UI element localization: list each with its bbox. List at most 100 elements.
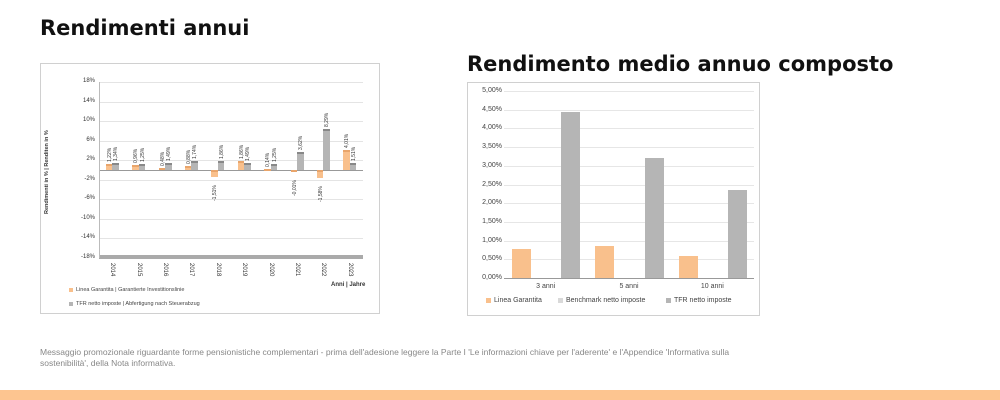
compound-return-chart: 5,00% 4,50% 4,00% 3,50% 3,00% 2,50% 2,00% 1,50%… [467,82,760,316]
x-tick-label: 2015 [135,263,142,277]
title-annual-returns: Rendimenti annui [40,16,250,40]
y-axis-title: Rendimenti in % | Renditen in % [44,130,50,214]
bar-linea-garantita-2022 [316,170,324,178]
y-tick-label: 4,00% [482,124,502,132]
title-compound-return: Rendimento medio annuo composto [467,52,894,76]
gridline [99,140,363,142]
bottom-accent-bar [0,390,1000,400]
legend-swatch [69,288,73,292]
legend-label: Linea Garantita [494,297,542,304]
legend-item: TFR netto imposte | Abfertigung nach Ste… [69,301,200,307]
gridline [504,184,754,186]
gridline [504,109,754,111]
data-label: 8,29% [324,113,331,128]
x-tick-label: 2019 [241,263,248,277]
bar-tfr-2022 [323,129,330,170]
gridline [99,101,363,103]
y-tick-label: 0,50% [482,255,502,263]
x-tick-label: 2018 [214,263,221,277]
bar-linea-garantita-2017 [184,165,192,170]
bar-tfr-2015 [138,163,146,170]
gridline [99,238,363,240]
bar-linea-garantita-2016 [158,167,165,170]
legend-swatch [486,298,491,303]
legend-label: Benchmark netto imposte [566,297,646,304]
x-tick-label: 2022 [320,263,327,277]
gridline [504,240,754,242]
x-tick-label: 2020 [267,263,274,277]
data-label: 4,01% [344,134,351,149]
zero-line [99,170,363,171]
x-tick-label: 2021 [294,263,300,277]
bar-tfr-5-anni [644,157,664,278]
bar-tfr-2018 [217,160,225,170]
gridline [504,203,754,205]
x-tick-label: 2017 [188,263,195,277]
y-tick-label: 0,00% [482,274,502,281]
data-label: 1,86% [238,144,245,159]
bar-linea-garantita-2019 [237,160,245,170]
x-tick-label: 2023 [346,263,353,277]
legend-swatch [666,298,671,303]
bar-tfr-2016 [165,162,172,170]
bar-linea-garantita-2023 [343,150,350,170]
data-label: 1,49% [166,146,172,161]
bar-linea-garantita-2020 [264,169,271,172]
gridline [99,199,363,201]
y-axis-line [99,82,100,258]
bar-tfr-2023 [349,162,357,170]
gridline [99,121,363,123]
bar-tfr-2014 [112,163,119,170]
x-tick-label: 3 anni [536,283,556,290]
disclaimer-text: Messaggio promozionale riguardante forme… [40,347,730,368]
y-tick-label: 1,50% [482,217,502,225]
gridline [504,259,754,261]
gridline [504,128,754,130]
y-tick-label: -18% [80,254,95,260]
y-tick-label: 2,00% [482,199,502,207]
bar-linea-garantita-3-anni [512,249,531,278]
gridline [504,165,754,167]
bar-linea-garantita-2021 [290,170,297,172]
bar-tfr-3-anni [561,111,581,278]
data-label: 1,25% [271,147,278,162]
gridline [99,179,363,181]
y-tick-label: 2,50% [482,180,502,188]
bar-tfr-2020 [270,163,278,170]
legend-swatch [69,302,73,306]
legend-label: Linea Garantita | Garantierte Investitio… [76,287,185,293]
x-tick-label: 10 anni [700,283,724,290]
data-label: 1,74% [192,145,199,160]
gridline [99,82,363,83]
y-tick-label: 2% [86,156,95,163]
legend-swatch [558,298,563,303]
data-label: 1,34% [113,147,120,162]
axis-band [99,255,363,259]
y-tick-label: 4,50% [482,105,502,113]
x-axis-title: Anni | Jahre [331,282,366,288]
data-label: 0,96% [133,149,140,164]
legend-label: TFR netto imposte | Abfertigung nach Ste… [76,301,200,307]
gridline [504,147,754,149]
x-tick-label: 5 anni [619,283,639,290]
x-tick-label: 2014 [109,263,116,277]
y-tick-label: 1,00% [482,236,502,244]
bar-linea-garantita-2014 [105,164,113,170]
bar-tfr-2019 [244,162,251,170]
y-tick-label: -2% [84,175,95,182]
data-label: -1,58% [317,185,324,202]
data-label: -1,51% [212,185,219,202]
bar-tfr-10-anni [728,189,748,278]
legend-label: TFR netto imposte [674,297,732,304]
bar-tfr-2021 [297,152,304,170]
data-label: 1,22% [106,147,113,163]
bar-linea-garantita-2018 [211,170,218,178]
bar-linea-garantita-10-anni [678,255,698,278]
legend-item: Benchmark netto imposte [558,297,645,304]
x-tick-label: 2016 [162,263,168,277]
data-label: 1,25% [139,147,146,162]
data-label: 1,86% [218,144,225,159]
y-tick-label: 14% [82,97,95,104]
y-tick-label: -6% [84,195,95,202]
y-tick-label: 18% [82,78,95,84]
